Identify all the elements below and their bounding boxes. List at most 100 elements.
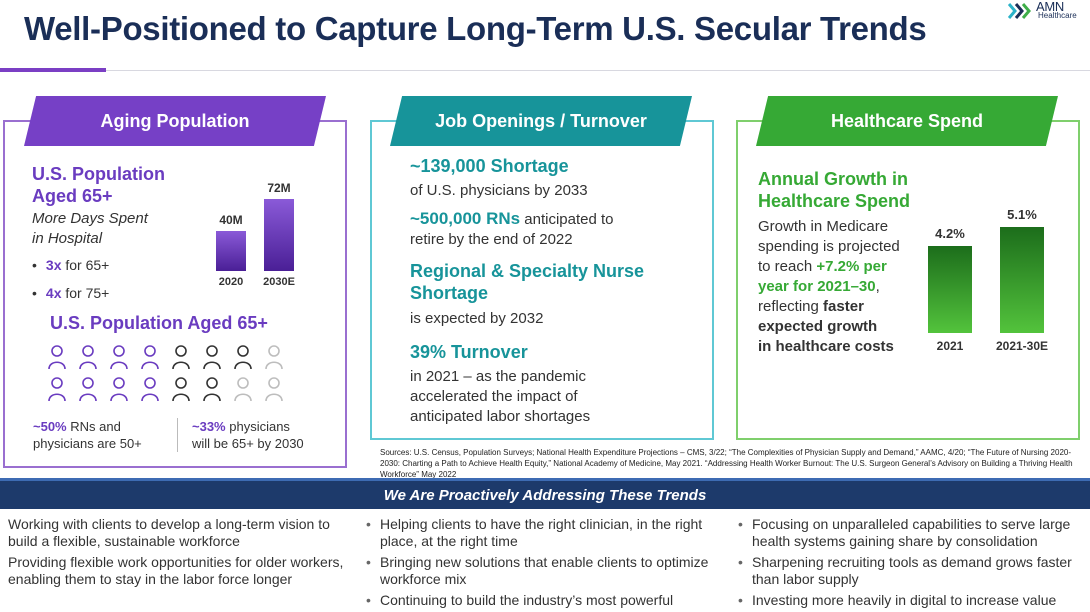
footer-item: Bringing new solutions that enable clien…	[364, 554, 724, 588]
stat-line2: physicians are 50+	[33, 436, 142, 451]
jobs-b2: ~500,000 RNs anticipated to retire by th…	[410, 209, 614, 250]
person-icon	[233, 376, 253, 402]
company-logo: AMN Healthcare	[1008, 0, 1090, 24]
spend-body: Growth in Medicare spending is projected…	[758, 217, 900, 357]
person-icon	[140, 344, 160, 370]
spend-body-bold: faster	[823, 298, 864, 315]
person-icon	[233, 344, 253, 370]
bar-2021	[928, 246, 972, 333]
amn-logo-icon	[1008, 3, 1031, 19]
logo-name: AMN	[1036, 0, 1064, 14]
bar-2021-30E	[1000, 227, 1044, 333]
person-icon	[78, 344, 98, 370]
aging-subtitle-line1: More Days Spent	[32, 210, 148, 227]
footer-item: Providing flexible work opportunities fo…	[8, 554, 344, 587]
spend-heading-line1: Annual Growth in	[758, 169, 908, 189]
spend-banner: Healthcare Spend	[756, 96, 1058, 146]
aging-banner: Aging Population	[24, 96, 326, 146]
spend-body-highlight: +7.2% per	[816, 258, 887, 275]
person-icon	[202, 376, 222, 402]
footer-item: Investing more heavily in digital to inc…	[736, 592, 1086, 609]
aging-subtitle: More Days Spent in Hospital	[32, 209, 148, 249]
spend-body-text: ,	[875, 278, 880, 295]
page-title: Well-Positioned to Capture Long-Term U.S…	[24, 10, 927, 47]
logo-subtitle: Healthcare	[1038, 11, 1077, 20]
spend-body-bold: expected growth	[758, 318, 878, 335]
jobs-b4-line1: in 2021 – as the pandemic	[410, 368, 586, 385]
aging-bullet: • 3x for 65+	[32, 257, 110, 273]
title-divider	[106, 70, 1090, 71]
footer-item: Focusing on unparalleled capabilities to…	[736, 516, 1086, 550]
stat-line2: will be 65+ by 2030	[192, 436, 304, 451]
person-icon	[109, 376, 129, 402]
person-icon	[47, 344, 67, 370]
stat-physicians: ~33% physicians will be 65+ by 2030	[192, 418, 304, 452]
jobs-banner: Job Openings / Turnover	[390, 96, 692, 146]
jobs-h3: Regional & Specialty Nurse Shortage	[410, 260, 644, 304]
bullet-text: for 75+	[61, 285, 110, 301]
person-icon	[109, 344, 129, 370]
person-icon	[140, 376, 160, 402]
bar-value-label: 5.1%	[1007, 207, 1037, 222]
jobs-b4: in 2021 – as the pandemic accelerated th…	[410, 367, 590, 427]
bar-category-label: 2030E	[263, 276, 295, 288]
bar-category-label: 2021-30E	[995, 339, 1049, 353]
aging-bullet: • 4x for 75+	[32, 285, 110, 301]
person-icon	[171, 376, 191, 402]
stat-divider	[177, 418, 178, 452]
jobs-b3: is expected by 2032	[410, 310, 544, 327]
person-icon	[202, 344, 222, 370]
stat-bold: ~50%	[33, 419, 67, 434]
aging-heading-2: U.S. Population Aged 65+	[50, 313, 268, 333]
sources-note: Sources: U.S. Census, Population Surveys…	[380, 448, 1073, 479]
spend-heading-line2: Healthcare Spend	[758, 191, 911, 211]
spend-body-line: Growth in Medicare	[758, 218, 889, 235]
title-accent-bar	[0, 68, 106, 72]
spend-heading: Annual Growth in Healthcare Spend	[758, 168, 910, 212]
footer-banner: We Are Proactively Addressing These Tren…	[0, 481, 1090, 509]
footer-item: Helping clients to have the right clinic…	[364, 516, 724, 550]
spend-body-bold: in healthcare costs	[758, 338, 894, 355]
jobs-b1: of U.S. physicians by 2033	[410, 182, 588, 199]
stat-line1: physicians	[225, 419, 290, 434]
bar-category-label: 2021	[936, 339, 964, 353]
aging-heading: U.S. Population Aged 65+	[32, 163, 165, 207]
bar-category-label: 2020	[218, 276, 244, 288]
jobs-b4-line3: anticipated labor shortages	[410, 408, 591, 425]
footer-item: Sharpening recruiting tools as demand gr…	[736, 554, 1086, 588]
bullet-bold: 3x	[45, 257, 62, 273]
stat-rns: ~50% RNs and physicians are 50+	[33, 418, 142, 452]
jobs-h4: 39% Turnover	[410, 342, 528, 362]
bar-2020	[216, 231, 246, 271]
stat-bold: ~33%	[192, 419, 226, 434]
bar-value-label: 40M	[219, 213, 243, 227]
aging-heading-line2: Aged 65+	[32, 186, 113, 206]
person-icon	[264, 344, 284, 370]
bar-2030E	[264, 199, 294, 271]
jobs-b4-line2: accelerated the impact of	[410, 388, 578, 405]
footer-col-1: Working with clients to develop a long-t…	[8, 516, 353, 592]
aging-heading-line1: U.S. Population	[32, 164, 165, 184]
spend-body-highlight: year for 2021–30	[758, 278, 876, 295]
aging-subtitle-line2: in Hospital	[32, 230, 103, 247]
jobs-h3-line1: Regional & Specialty Nurse	[410, 261, 645, 281]
bar-value-label: 4.2%	[935, 226, 965, 241]
bar-value-label: 72M	[267, 181, 291, 195]
person-icon	[78, 376, 98, 402]
jobs-b2-bold: ~500,000 RNs	[410, 209, 521, 228]
jobs-b2-line2: retire by the end of 2022	[410, 231, 573, 248]
footer-accent	[0, 478, 1090, 481]
spend-body-line: spending is projected	[758, 238, 900, 255]
spend-body-text: reflecting	[758, 298, 824, 315]
bullet-text: for 65+	[61, 257, 110, 273]
jobs-h3-line2: Shortage	[410, 283, 489, 303]
stat-line1: RNs and	[66, 419, 121, 434]
person-icon	[47, 376, 67, 402]
jobs-h1: ~139,000 Shortage	[410, 156, 569, 176]
spend-body-text: to reach	[758, 258, 817, 275]
footer-col-3: Focusing on unparalleled capabilities to…	[736, 516, 1086, 612]
jobs-b2-rest: anticipated to	[520, 211, 614, 228]
footer-col-2: Helping clients to have the right clinic…	[364, 516, 724, 612]
person-icon	[264, 376, 284, 402]
bullet-bold: 4x	[45, 285, 62, 301]
